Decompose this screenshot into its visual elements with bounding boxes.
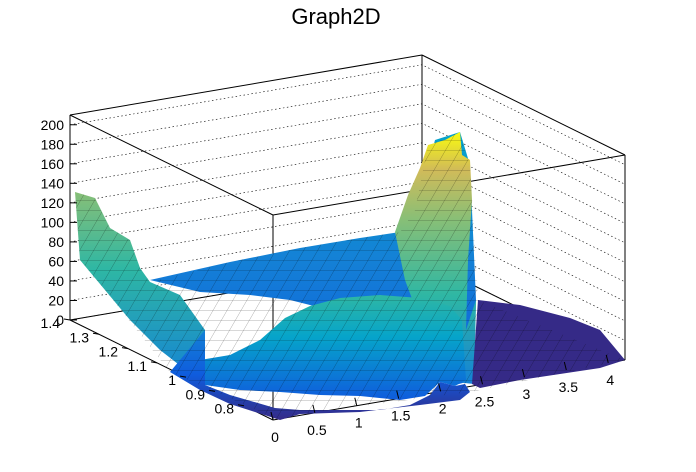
frame-right-top bbox=[421, 54, 626, 156]
y-tick-label: 1 bbox=[168, 372, 176, 388]
z-tick-label: 40 bbox=[48, 273, 64, 289]
y-tick-mark bbox=[121, 347, 129, 350]
z-tick-label: 60 bbox=[48, 253, 64, 269]
x-axis-ticks: 0 0.5 1 1.5 2 2.5 3 3.5 4 bbox=[270, 354, 614, 445]
z-tick-label: 160 bbox=[41, 156, 65, 172]
x-tick-label: 3 bbox=[523, 386, 531, 402]
surface-mesh bbox=[75, 132, 625, 420]
frame-back-top bbox=[69, 54, 423, 116]
y-tick-mark bbox=[150, 361, 158, 364]
z-grid-line bbox=[69, 123, 626, 224]
x-tick-mark bbox=[521, 369, 525, 378]
y-tick-label: 1.3 bbox=[70, 329, 90, 345]
z-tick-label: 180 bbox=[41, 136, 65, 152]
y-tick-mark bbox=[92, 332, 100, 335]
z-grid-line bbox=[69, 64, 626, 166]
z-grid-line bbox=[69, 142, 626, 244]
y-tick-mark bbox=[208, 389, 216, 392]
y-tick-mark bbox=[63, 318, 71, 321]
x-tick-label: 4 bbox=[606, 372, 614, 388]
x-tick-label: 2.5 bbox=[475, 393, 495, 409]
x-tick-mark bbox=[312, 404, 316, 413]
z-axis-ticks: 0 20 40 60 80 100 120 140 160 180 200 bbox=[41, 117, 77, 328]
z-tick-label: 120 bbox=[41, 195, 65, 211]
x-tick-label: 3.5 bbox=[559, 379, 579, 395]
x-tick-mark bbox=[354, 397, 358, 406]
y-tick-mark bbox=[237, 404, 245, 407]
x-tick-label: 0.5 bbox=[307, 422, 327, 438]
x-tick-label: 1.5 bbox=[391, 408, 411, 424]
y-axis-ticks: 1.4 1.3 1.2 1.1 1 0.9 0.8 bbox=[41, 315, 245, 417]
z-tick-label: 0 bbox=[56, 312, 64, 328]
z-grid-line bbox=[69, 103, 626, 205]
z-tick-label: 100 bbox=[41, 214, 65, 230]
x-tick-mark bbox=[480, 376, 484, 385]
x-tick-mark bbox=[563, 361, 567, 371]
y-tick-mark bbox=[179, 375, 187, 378]
chart-title: Graph2D bbox=[291, 4, 380, 29]
y-tick-label: 1.4 bbox=[41, 315, 61, 331]
y-tick-label: 1.2 bbox=[99, 344, 119, 360]
x-tick-label: 2 bbox=[439, 400, 447, 416]
y-tick-label: 0.8 bbox=[215, 401, 235, 417]
x-tick-label: 1 bbox=[355, 415, 363, 431]
x-tick-mark bbox=[605, 354, 609, 363]
z-tick-label: 80 bbox=[48, 234, 64, 250]
x-tick-mark bbox=[438, 383, 442, 392]
z-tick-label: 20 bbox=[48, 292, 64, 308]
x-tick-mark bbox=[396, 390, 400, 399]
y-tick-label: 0.9 bbox=[186, 386, 206, 402]
z-tick-label: 200 bbox=[41, 117, 65, 133]
z-tick-label: 140 bbox=[41, 175, 65, 191]
frame-left-top bbox=[69, 114, 274, 216]
x-tick-label: 0 bbox=[271, 429, 279, 445]
surface-plot bbox=[75, 132, 625, 420]
y-tick-label: 1.1 bbox=[128, 358, 148, 374]
x-tick-mark bbox=[270, 411, 274, 421]
z-grid-line bbox=[69, 83, 626, 185]
